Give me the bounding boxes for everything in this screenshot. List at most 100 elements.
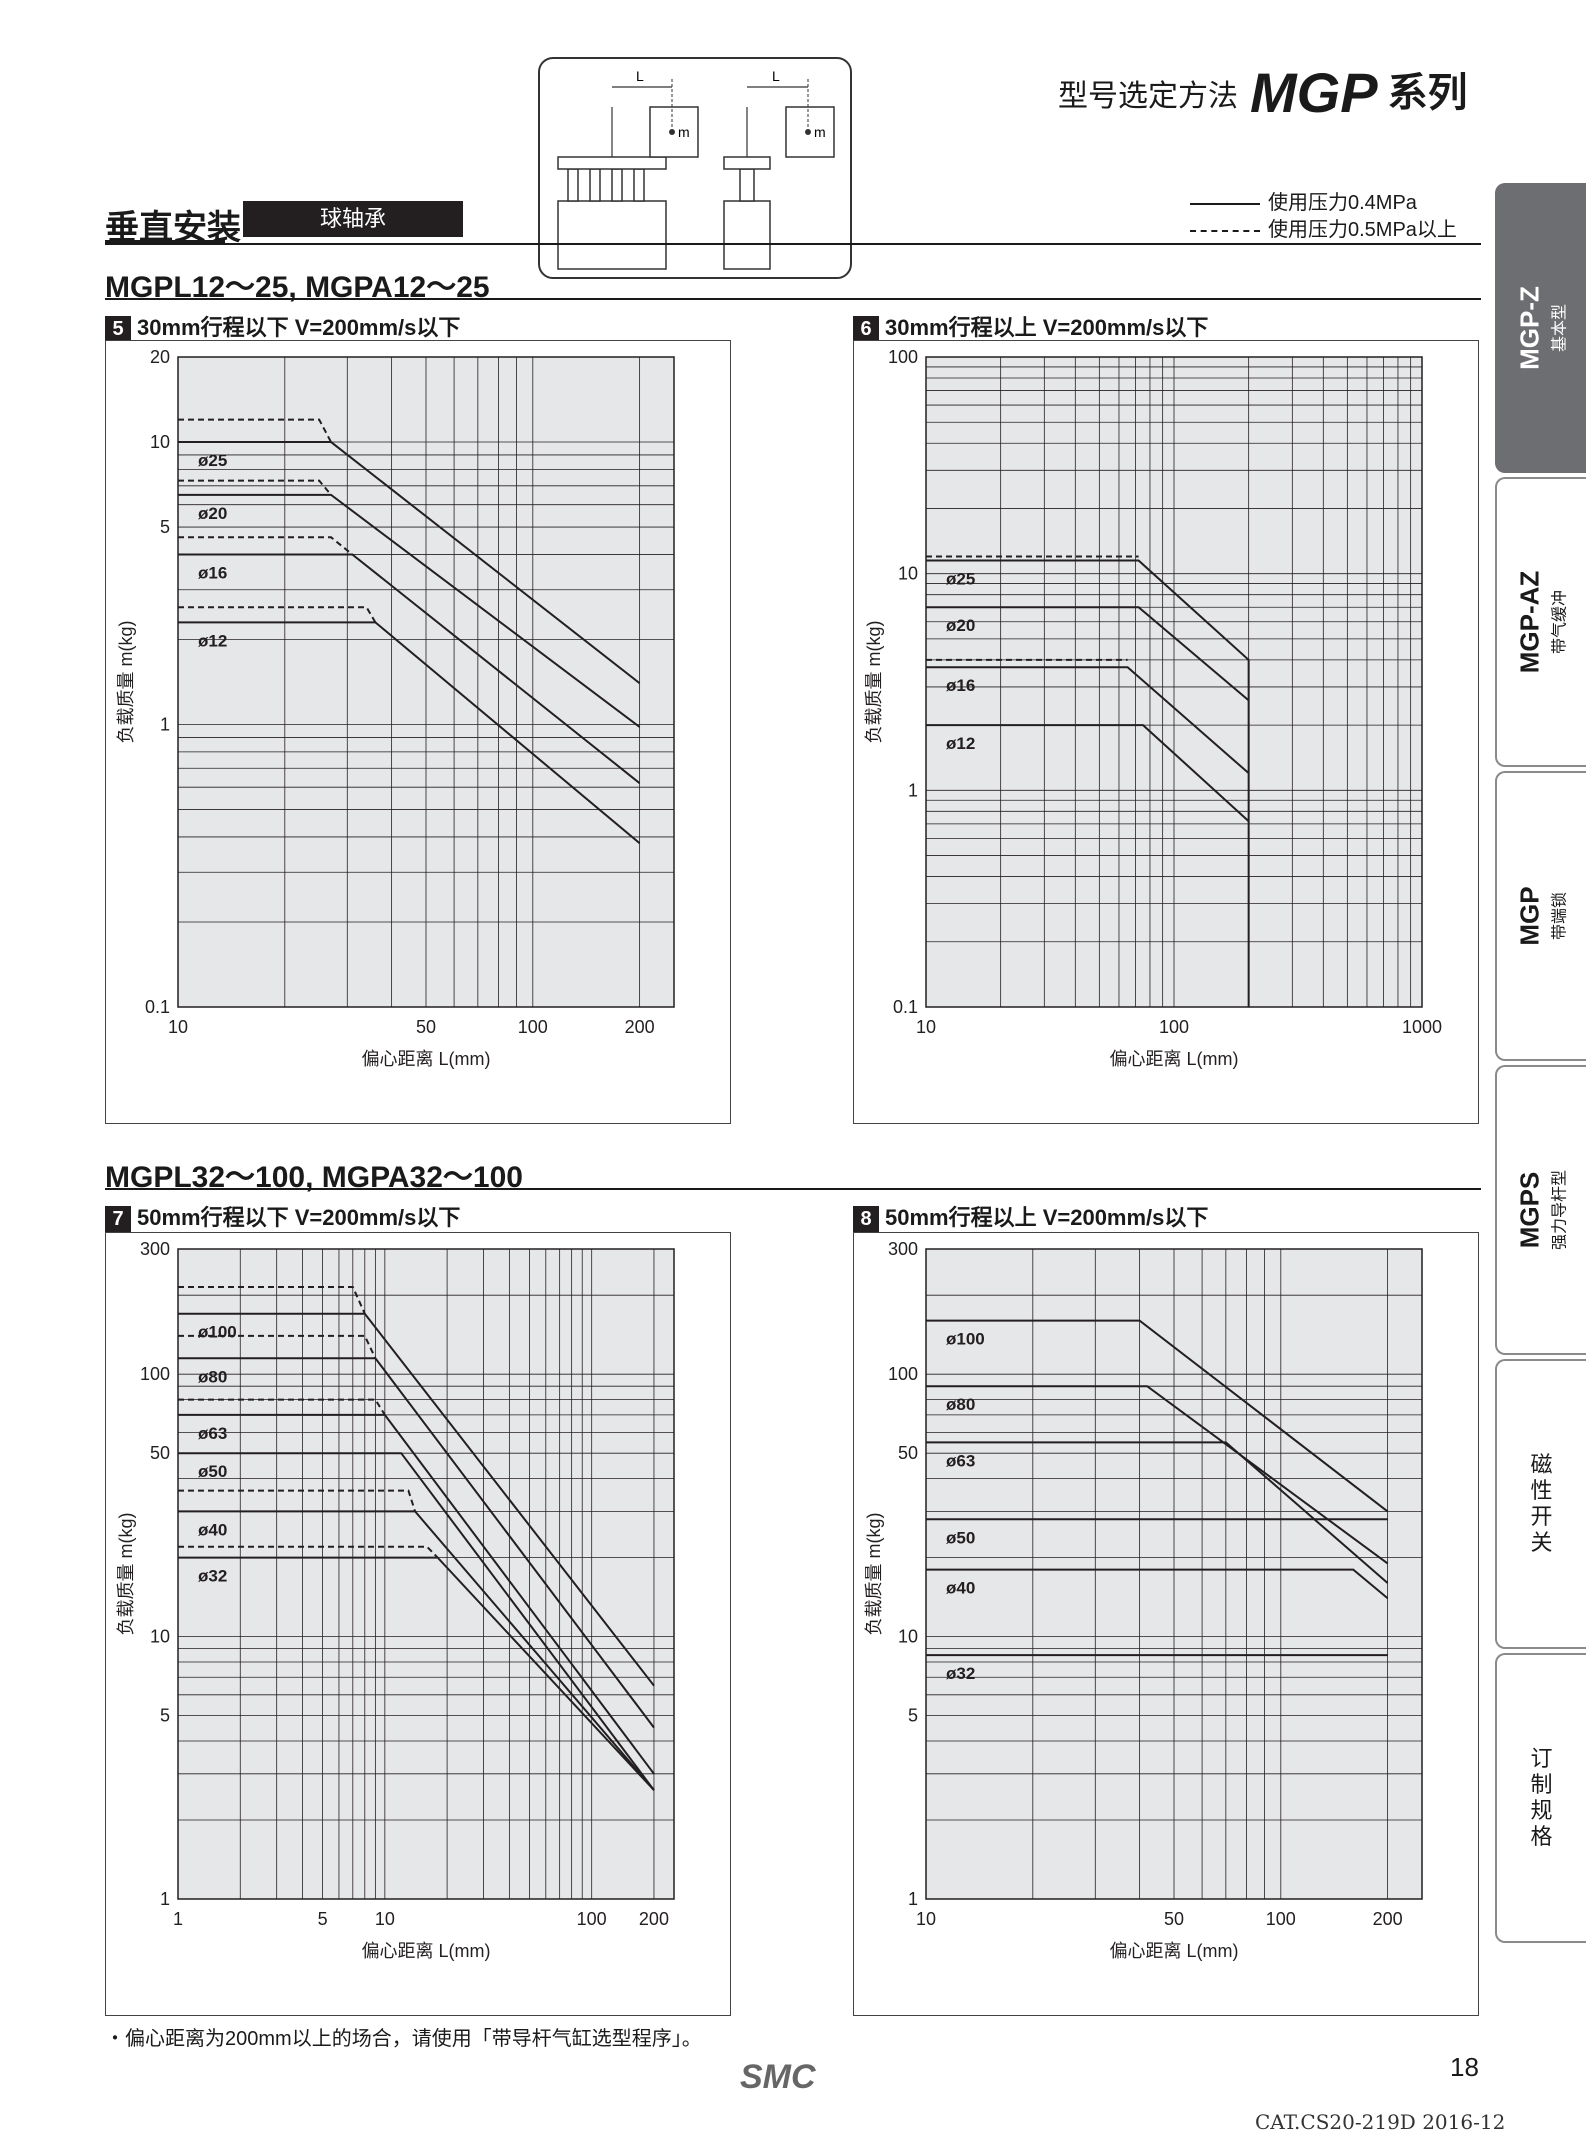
x-tick-label: 10 [916, 1017, 936, 1037]
chart-number-5: 5 [105, 316, 131, 342]
tab-made-to-order-label: 订制规格 [1530, 1746, 1553, 1849]
tab-mgp-label: MGP [1514, 886, 1544, 946]
y-tick-label: 20 [150, 347, 170, 367]
y-tick-label: 100 [140, 1364, 170, 1384]
solid-line [178, 1312, 655, 1687]
series-suffix: 系列 [1387, 71, 1468, 115]
series-ø63: ø63 [178, 1398, 655, 1775]
mass-label-left: m [678, 124, 690, 140]
y-axis-label: 负载质量 m(kg) [864, 621, 884, 744]
chart-number-7: 7 [105, 1206, 131, 1232]
x-tick-label: 200 [1373, 1909, 1403, 1929]
dashed-line [178, 536, 353, 556]
tab-mgp-az[interactable]: MGP-AZ 带气缓冲 [1495, 477, 1586, 767]
tab-mgp-sub: 带端锁 [1551, 891, 1568, 941]
legend-solid-label: 使用压力0.4MPa [1268, 192, 1417, 214]
l-label-left: L [636, 68, 644, 84]
y-tick-label: 0.1 [145, 997, 170, 1017]
grid [177, 356, 674, 1008]
dashed-line [178, 1545, 439, 1559]
solid-line [178, 1556, 655, 1791]
pressure-legend: 使用压力0.4MPa 使用压力0.5MPa以上 [1190, 190, 1457, 244]
legend-dashed: 使用压力0.5MPa以上 [1190, 217, 1457, 244]
series-label: ø16 [198, 563, 227, 582]
dashed-line-swatch [1190, 229, 1260, 232]
y-tick-label: 5 [908, 1706, 918, 1726]
l-label-right: L [772, 68, 780, 84]
tab-mgps-label: MGPS [1514, 1171, 1544, 1249]
solid-line [178, 493, 641, 728]
page-number: 18 [1450, 2052, 1479, 2082]
y-tick-label: 1 [908, 780, 918, 800]
chart-title-text-6: 30mm行程以上 V=200mm/s以下 [885, 315, 1209, 340]
tab-mgp-z-label: MGP-Z [1514, 286, 1544, 370]
x-tick-label: 50 [1164, 1909, 1184, 1929]
section-rule-thin [225, 243, 1481, 245]
x-tick-label: 50 [416, 1017, 436, 1037]
series-label: ø80 [198, 1367, 227, 1386]
series-ø100: ø100 [926, 1319, 1389, 1513]
series-ø16: ø16 [926, 658, 1250, 774]
tab-made-to-order[interactable]: 订制规格 [1495, 1653, 1586, 1943]
y-tick-label: 50 [150, 1443, 170, 1463]
tab-mgps-sub: 强力导杆型 [1551, 1169, 1568, 1251]
solid-line [178, 1510, 655, 1791]
solid-line [926, 559, 1250, 1007]
series-label: ø40 [946, 1579, 975, 1598]
dashed-line [178, 1334, 377, 1359]
chart-title-text-7: 50mm行程以下 V=200mm/s以下 [137, 1205, 461, 1230]
solid-line [926, 606, 1250, 702]
chart-7-frame: 1 5 10 100 200 1 5 10 50 100 300 负载质量 m(kg) 偏心距离 L(m… [105, 1232, 731, 2016]
tab-mgp-az-label: MGP-AZ [1514, 570, 1544, 674]
tab-mgps[interactable]: MGPS 强力导杆型 [1495, 1065, 1586, 1355]
y-tick-label: 300 [140, 1239, 170, 1259]
y-tick-label: 300 [888, 1239, 918, 1259]
series-label: ø20 [198, 504, 227, 523]
series-ø100: ø100 [178, 1285, 655, 1687]
chart-5-frame: 10 50 100 200 0.1 1 5 10 20 负载质量 m(kg) 偏心距离 L(mm) ø… [105, 340, 731, 1124]
chart-6-frame: 10 100 1000 0.1 1 10 100 负载质量 m(kg) 偏心距离 L(mm) ø2… [853, 340, 1479, 1124]
x-axis-label: 偏心距离 L(mm) [362, 1049, 491, 1069]
tab-mgp-z[interactable]: MGP-Z 基本型 [1495, 183, 1586, 473]
y-axis-label: 负载质量 m(kg) [864, 1513, 884, 1636]
series-ø20: ø20 [926, 606, 1250, 702]
series-label: ø32 [946, 1664, 975, 1683]
chart-8-frame: 10 50 100 200 1 5 10 50 100 300 负载质量 m(kg) 偏心距离 L(m… [853, 1232, 1479, 2016]
chart-title-7: 7 50mm行程以下 V=200mm/s以下 [105, 1200, 460, 1232]
y-tick-label: 1 [160, 1889, 170, 1909]
legend-dashed-label: 使用压力0.5MPa以上 [1268, 219, 1457, 241]
dashed-line [178, 1489, 417, 1512]
solid-line [926, 666, 1250, 774]
y-tick-label: 50 [898, 1443, 918, 1463]
dashed-line [178, 1285, 366, 1315]
solid-line [926, 1568, 1389, 1600]
dashed-line [178, 606, 377, 623]
x-tick-label: 5 [318, 1909, 328, 1929]
series-ø63: ø63 [926, 1441, 1389, 1584]
series-ø12: ø12 [178, 606, 641, 844]
series-label: ø50 [946, 1528, 975, 1547]
x-tick-label: 200 [625, 1017, 655, 1037]
chart-title-8: 8 50mm行程以上 V=200mm/s以下 [853, 1200, 1208, 1232]
tab-mgp[interactable]: MGP 带端锁 [1495, 771, 1586, 1061]
footnote: ・偏心距离为200mm以上的场合，请使用「带导杆气缸选型程序」。 [105, 2028, 702, 2050]
y-tick-label: 1 [908, 1889, 918, 1909]
series-label: ø63 [198, 1424, 227, 1443]
solid-line [926, 1441, 1389, 1584]
tab-mgp-z-sub: 基本型 [1551, 303, 1568, 353]
solid-line [178, 1357, 655, 1729]
y-tick-label: 100 [888, 347, 918, 367]
solid-line-swatch [1190, 202, 1260, 205]
series-ø16: ø16 [178, 536, 641, 784]
series-ø32: ø32 [178, 1545, 655, 1791]
chart-5: 10 50 100 200 0.1 1 5 10 20 负载质量 m(kg) 偏心距离 L(mm) ø… [116, 347, 675, 1069]
dashed-line [178, 1398, 386, 1416]
solid-line [926, 1319, 1389, 1513]
x-tick-label: 100 [518, 1017, 548, 1037]
x-tick-label: 200 [639, 1909, 669, 1929]
tab-auto-switch[interactable]: 磁性开关 [1495, 1359, 1586, 1649]
chart-8: 10 50 100 200 1 5 10 50 100 300 负载质量 m(kg) 偏心距离 L(m… [864, 1239, 1423, 1961]
grid [925, 1248, 1422, 1900]
x-tick-label: 100 [1159, 1017, 1189, 1037]
x-tick-label: 100 [577, 1909, 607, 1929]
